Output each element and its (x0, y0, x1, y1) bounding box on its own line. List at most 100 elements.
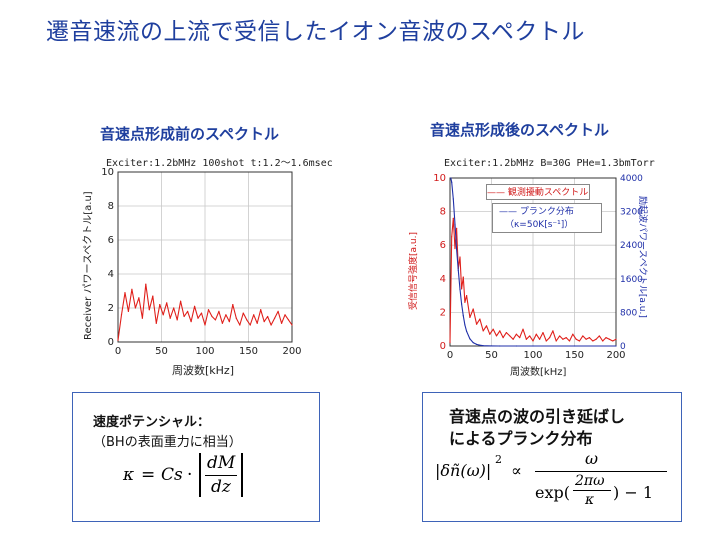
series-point (469, 338, 471, 340)
series-point (169, 317, 171, 319)
series-point (134, 307, 136, 309)
series-point (211, 315, 213, 318)
series-point (535, 333, 537, 335)
series-point (452, 198, 454, 200)
series-point (585, 338, 587, 340)
series-point (462, 276, 464, 278)
series-point (124, 292, 126, 294)
series-point (479, 318, 481, 320)
planck-inner-fraction-bar (573, 490, 611, 491)
y-tick-label: 2 (108, 303, 114, 314)
series-point (539, 338, 541, 340)
series-point (148, 309, 150, 311)
series-point (529, 335, 531, 337)
series-point (166, 302, 168, 304)
x-tick-label: 50 (155, 346, 168, 357)
x-tick-label: 100 (195, 346, 214, 357)
series-point (598, 335, 600, 337)
series-point (451, 236, 453, 238)
series-point (456, 227, 458, 229)
series-point (155, 322, 157, 324)
left-chart-y-ticks: 0 2 4 6 8 10 (101, 167, 114, 348)
series-point (232, 304, 234, 306)
series-point (120, 314, 123, 316)
series-point (615, 338, 617, 340)
planck-numerator: ω (585, 449, 599, 468)
series-point (225, 314, 227, 316)
series-line (449, 217, 617, 343)
series-point (454, 223, 456, 225)
series-point (472, 342, 474, 344)
y-tick-label: 0 (108, 337, 114, 348)
planck-formula: |δñ(ω)| 2 ∝ ω exp( 2πω κ ) − 1 (435, 449, 673, 515)
series-point (555, 340, 557, 342)
series-point (131, 288, 133, 290)
series-point (582, 335, 584, 337)
series-point (466, 295, 468, 297)
planck-line2: によるプランク分布 (449, 429, 593, 448)
series-point (452, 217, 454, 219)
series-point (509, 335, 511, 337)
series-point (187, 310, 189, 312)
cs-symbol: Cs (161, 465, 183, 485)
proportional-sign: ∝ (511, 461, 522, 480)
series-point (525, 338, 527, 340)
series-point (117, 339, 119, 341)
series-point (280, 322, 283, 324)
series-point (451, 181, 453, 183)
series-point (578, 340, 581, 342)
velocity-potential-line2: （BHの表面重力に相当） (93, 435, 242, 450)
series-point (615, 345, 617, 347)
series-point (592, 340, 594, 342)
left-chart-xlabel: 周波数[kHz] (172, 364, 234, 377)
y-tick-label: 4 (108, 269, 114, 280)
right-chart-y2-ticks: 0 800 1600 2400 3200 4000 (620, 174, 643, 352)
right-chart: 0 50 100 150 200 0 2 4 6 8 10 0 800 1600 2400 3200 400… (433, 173, 643, 361)
series-point (490, 345, 493, 347)
series-point (253, 314, 255, 316)
series-point (256, 322, 258, 324)
series-point (549, 337, 551, 339)
series-point (485, 325, 488, 327)
series-point (270, 324, 272, 326)
abs-bar-right (241, 453, 243, 497)
y2-tick-label: 2400 (620, 241, 643, 251)
planck-exp-close: ) − 1 (613, 483, 653, 502)
x-tick-label: 0 (447, 350, 453, 361)
series-point (277, 310, 279, 312)
right-chart-ylabel-left: 受信信号強度[a.u.] (409, 232, 419, 310)
series-point (565, 337, 567, 339)
y-tick-label: 10 (433, 173, 446, 184)
series-point (461, 288, 463, 290)
series-point (228, 321, 230, 323)
series-point (462, 315, 464, 317)
series-point (183, 315, 185, 318)
fraction-bar (205, 475, 237, 476)
series-point (492, 328, 494, 330)
right-chart-xlabel: 周波数[kHz] (510, 367, 567, 378)
series-point (552, 330, 554, 332)
series-point (190, 321, 192, 323)
series-point (605, 337, 607, 339)
series-point (469, 316, 471, 319)
series-point (267, 315, 269, 318)
series-point (532, 340, 534, 342)
velocity-potential-line1: 速度ポテンシャル： (93, 415, 211, 430)
series-point (239, 324, 241, 326)
series-point (235, 317, 237, 319)
right-chart-header: Exciter:1.2bMHz B=30G PHe=1.3bmTorr (444, 158, 655, 169)
y2-tick-label: 800 (620, 308, 637, 318)
series-point (522, 328, 524, 330)
series-point (499, 345, 501, 347)
series-point (608, 338, 610, 340)
series-point (512, 338, 514, 340)
right-chart-ylabel-right: 励起波パワースペクトル[a.u.] (637, 196, 647, 318)
series-point (482, 345, 484, 347)
series-point (141, 317, 143, 319)
dm-numerator: dM (207, 453, 236, 473)
series-point (204, 324, 206, 326)
x-tick-label: 100 (523, 350, 542, 361)
series-point (242, 312, 244, 314)
series-point (197, 317, 199, 319)
series-point (152, 295, 154, 297)
